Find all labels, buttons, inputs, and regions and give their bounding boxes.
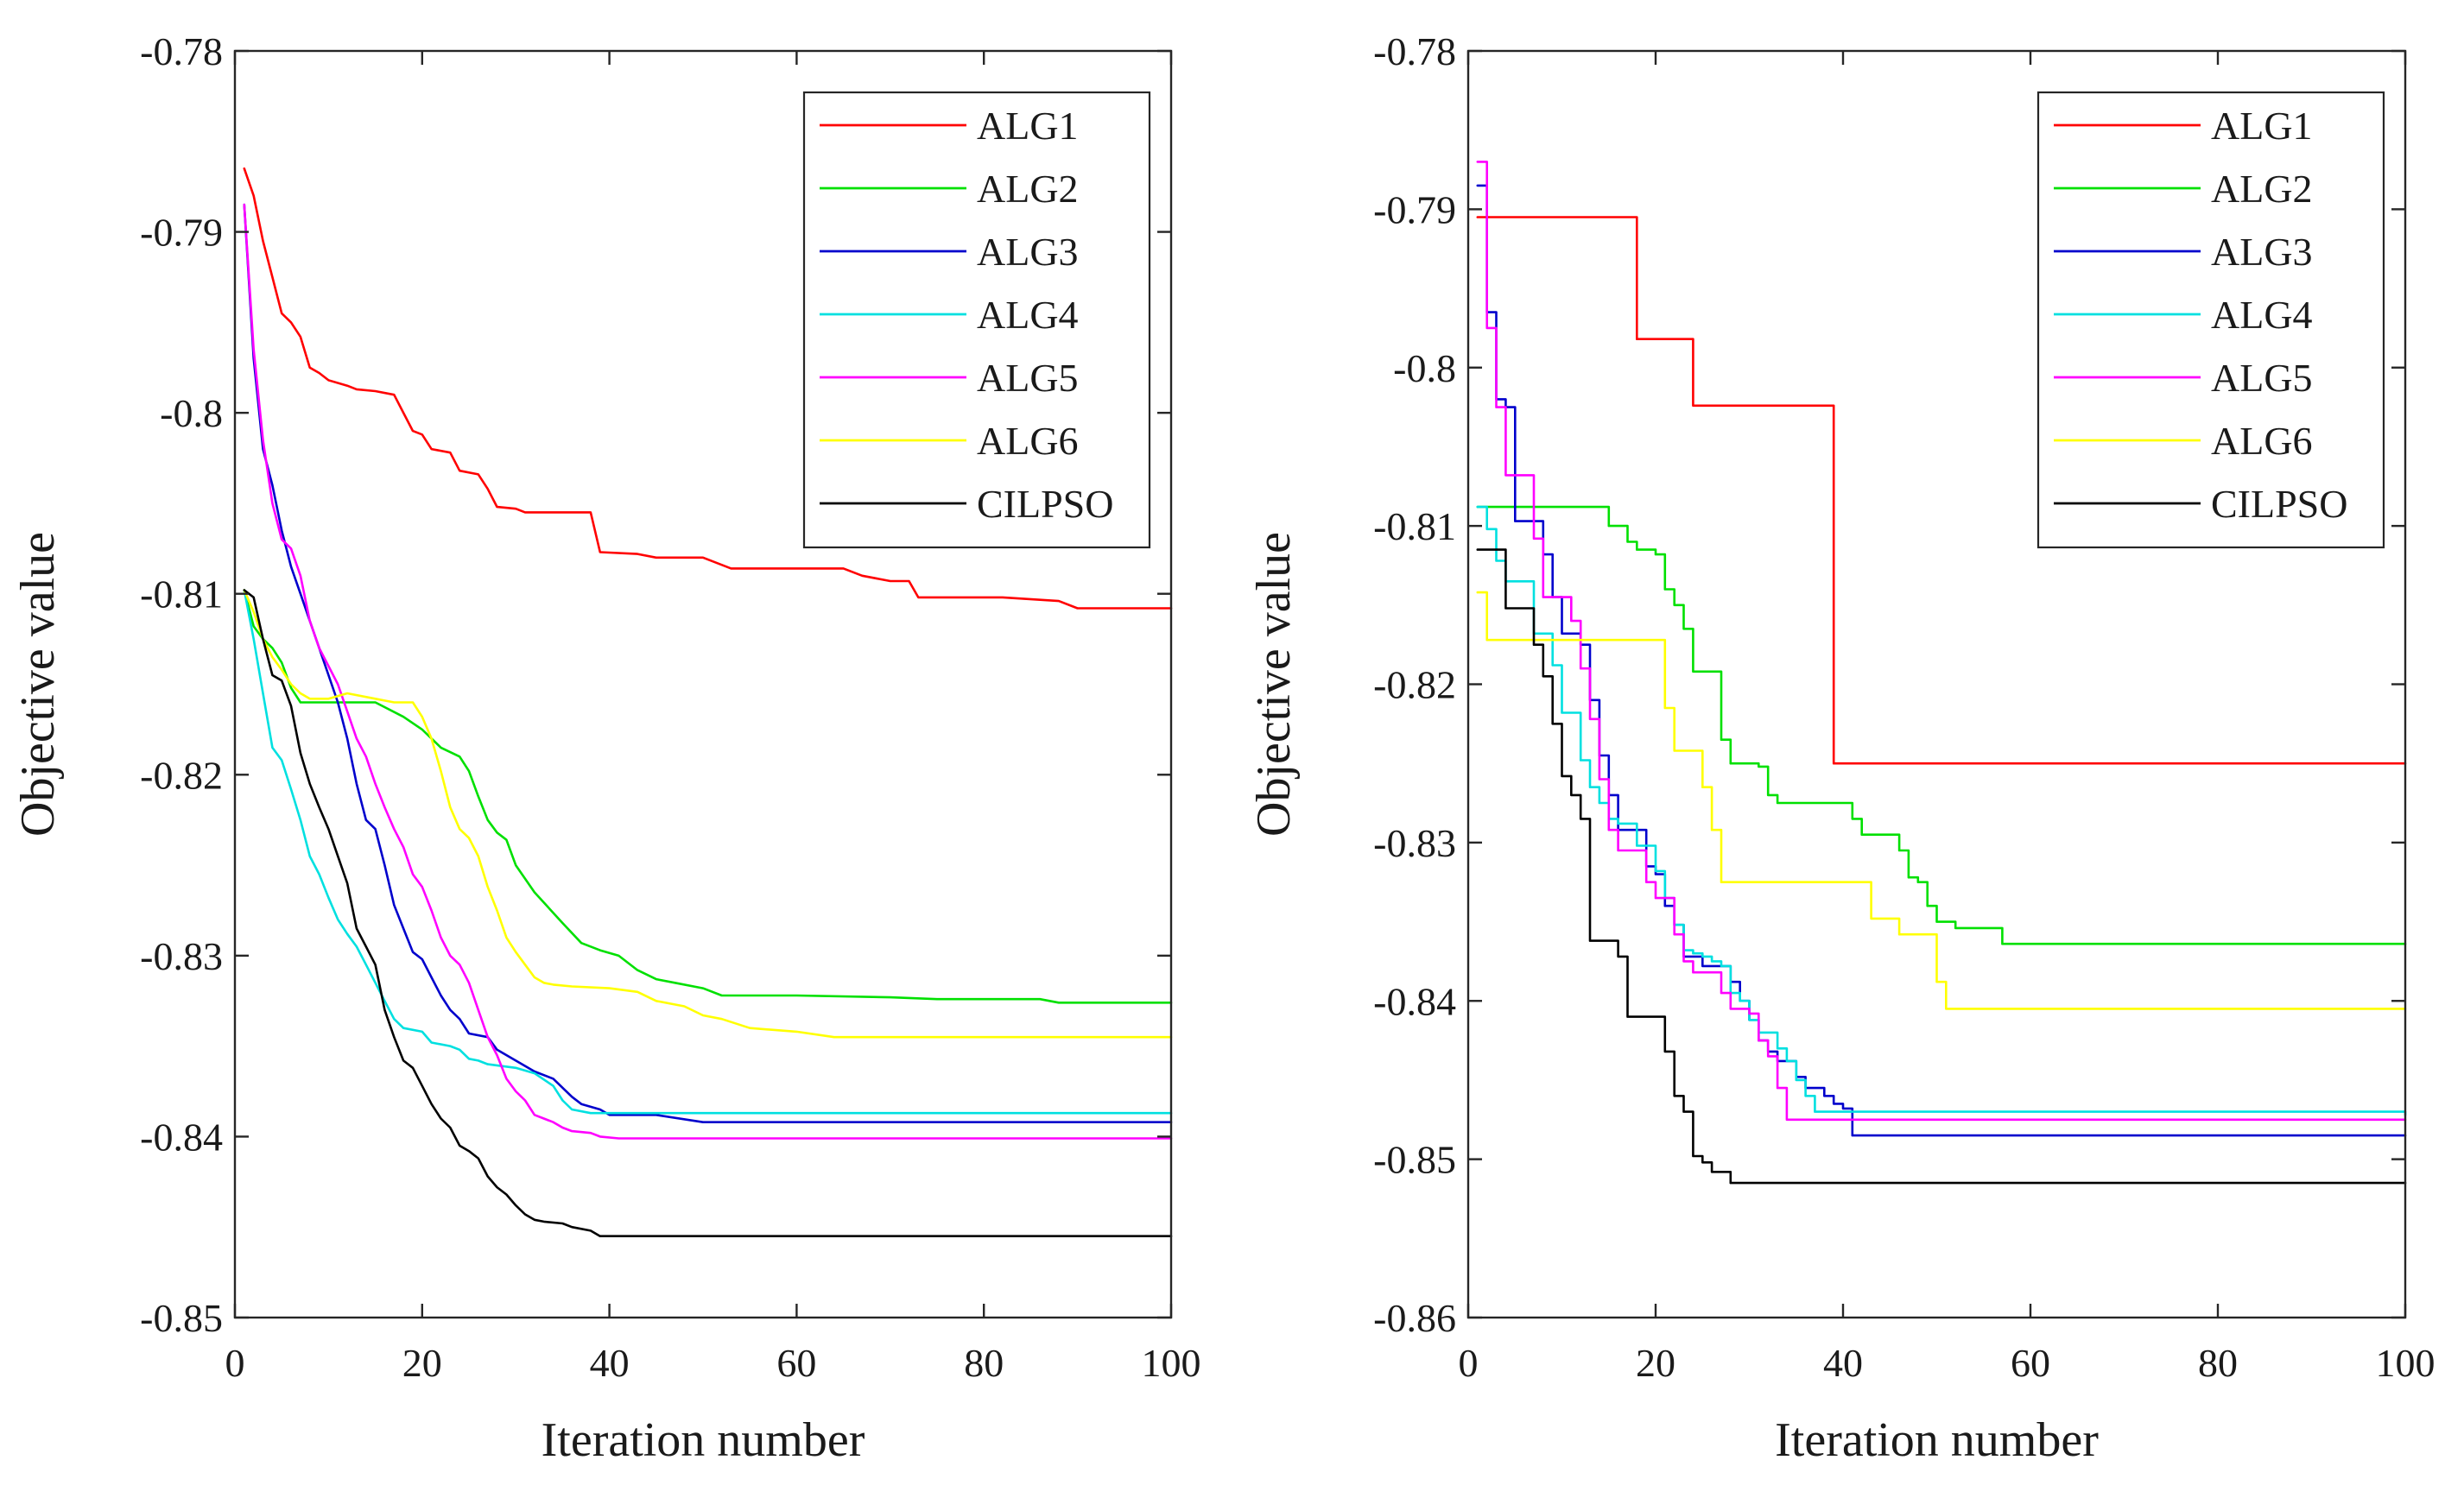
- y-tick-label: -0.81: [140, 572, 223, 616]
- legend-label-alg2: ALG2: [977, 167, 1079, 211]
- y-tick-label: -0.81: [1373, 504, 1456, 548]
- x-tick-label: 100: [1142, 1341, 1201, 1385]
- series-line-alg5: [243, 203, 1173, 1140]
- y-tick-label: -0.84: [140, 1115, 223, 1159]
- y-tick-label: -0.8: [160, 391, 223, 435]
- y-tick-label: -0.85: [140, 1296, 223, 1340]
- legend-label-alg3: ALG3: [977, 230, 1079, 274]
- y-tick-label: -0.78: [140, 29, 223, 73]
- series-line-alg1: [243, 167, 1173, 610]
- x-tick-label: 20: [1636, 1341, 1675, 1385]
- legend-label-cilpso: CILPSO: [977, 482, 1113, 526]
- legend-label-alg6: ALG6: [977, 419, 1079, 463]
- plot-area-frame: [233, 49, 1173, 1319]
- series-line-alg4: [243, 589, 1173, 1115]
- series-line-alg6: [243, 589, 1173, 1039]
- legend-box: [2036, 91, 2385, 549]
- x-tick-label: 40: [1823, 1341, 1863, 1385]
- legend-label-alg3: ALG3: [2211, 230, 2313, 274]
- legend-label-alg4: ALG4: [2211, 293, 2313, 337]
- y-tick-label: -0.82: [140, 753, 223, 797]
- series-line-alg5: [1476, 161, 2407, 1122]
- series-line-alg2: [243, 589, 1173, 1004]
- x-tick-label: 80: [2198, 1341, 2238, 1385]
- y-axis-label: Objective value: [1247, 532, 1301, 837]
- series-line-alg6: [1476, 591, 2407, 1010]
- x-tick-label: 80: [964, 1341, 1004, 1385]
- x-tick-label: 60: [776, 1341, 816, 1385]
- x-tick-label: 0: [1459, 1341, 1479, 1385]
- y-tick-label: -0.85: [1373, 1138, 1456, 1182]
- y-tick-label: -0.83: [1373, 821, 1456, 865]
- y-tick-label: -0.82: [1373, 663, 1456, 707]
- legend-label-cilpso: CILPSO: [2211, 482, 2347, 526]
- series-line-cilpso: [243, 589, 1173, 1237]
- series-line-alg3: [243, 203, 1173, 1123]
- x-tick-label: 60: [2011, 1341, 2050, 1385]
- x-tick-label: 0: [225, 1341, 245, 1385]
- y-axis-label: Objective value: [11, 532, 65, 837]
- legend-label-alg2: ALG2: [2211, 167, 2313, 211]
- y-tick-label: -0.83: [140, 934, 223, 978]
- left-chart-panel: 0 20 40 60 80 100 -0.78 -0.79 -0.8 -0.81 -0.82 -0.8…: [11, 29, 1201, 1467]
- y-tick-label: -0.84: [1373, 979, 1456, 1023]
- x-axis-label: Iteration number: [542, 1413, 865, 1467]
- series-line-cilpso: [1476, 548, 2407, 1185]
- series-line-alg2: [1476, 505, 2407, 945]
- x-tick-label: 20: [402, 1341, 442, 1385]
- legend-label-alg5: ALG5: [2211, 356, 2313, 400]
- x-tick-label: 40: [590, 1341, 630, 1385]
- legend: ALG1 ALG2 ALG3 ALG4 ALG5 ALG6 CILPSO: [2036, 91, 2385, 549]
- y-tick-label: -0.79: [140, 211, 223, 255]
- series-line-alg1: [1476, 216, 2407, 765]
- legend-box: [802, 91, 1151, 549]
- x-tick-label: 100: [2376, 1341, 2435, 1385]
- legend-label-alg4: ALG4: [977, 293, 1079, 337]
- legend-label-alg1: ALG1: [2211, 104, 2313, 148]
- legend: ALG1 ALG2 ALG3 ALG4 ALG5 ALG6 CILPSO: [802, 91, 1151, 549]
- y-tick-label: -0.8: [1393, 346, 1456, 390]
- right-chart-panel: 0 20 40 60 80 100 -0.78 -0.79 -0.8 -0.81 -0.82 -0.8…: [1247, 29, 2435, 1467]
- legend-label-alg5: ALG5: [977, 356, 1079, 400]
- x-axis-label: Iteration number: [1775, 1413, 2099, 1467]
- legend-label-alg6: ALG6: [2211, 419, 2313, 463]
- y-tick-label: -0.79: [1373, 187, 1456, 231]
- legend-label-alg1: ALG1: [977, 104, 1079, 148]
- y-tick-label: -0.86: [1373, 1296, 1456, 1340]
- y-tick-label: -0.78: [1373, 29, 1456, 73]
